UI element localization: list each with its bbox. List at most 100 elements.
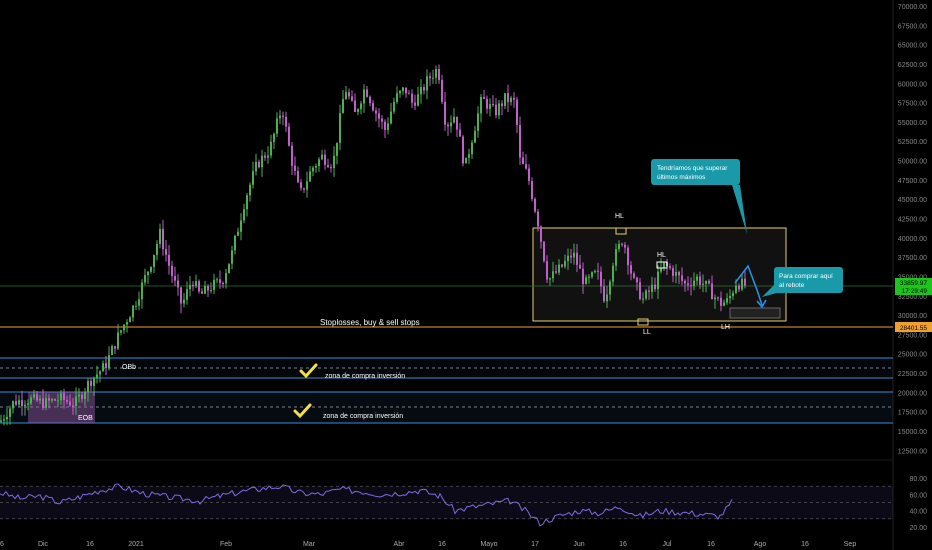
- candle-body: [186, 289, 188, 300]
- candle-body: [432, 77, 434, 79]
- price-tick-label: 45000.00: [898, 197, 927, 204]
- callout-box: [651, 159, 740, 185]
- price-tick-label: 55000.00: [898, 120, 927, 127]
- candle-body: [120, 330, 122, 333]
- price-tick-label: 42500.00: [898, 217, 927, 224]
- candle-body: [444, 101, 446, 125]
- candle-body: [144, 275, 146, 283]
- candle-body: [246, 195, 248, 210]
- candle-body: [153, 254, 155, 267]
- candle-body: [117, 332, 119, 349]
- candle-body: [396, 93, 398, 102]
- pivot-marker: [615, 227, 627, 235]
- candle-body: [723, 302, 725, 306]
- candle-body: [402, 87, 404, 91]
- price-tick-label: 30000.00: [898, 313, 927, 320]
- candle-body: [471, 142, 473, 155]
- candle-body: [405, 87, 407, 94]
- price-tick-label: 57500.00: [898, 101, 927, 108]
- candle-body: [660, 267, 662, 272]
- candle-body: [123, 324, 125, 331]
- price-tick-label: 52500.00: [898, 139, 927, 146]
- candle-body: [273, 133, 275, 142]
- candle-body: [375, 110, 377, 114]
- candle-body: [543, 241, 545, 262]
- candle-body: [615, 249, 617, 266]
- candle-body: [249, 184, 251, 196]
- time-axis[interactable]: 6 Dic 16 2021 Feb Mar Abr 16 Mayo 17 Jun 16 Jul 16 Ago…: [0, 541, 856, 548]
- candle-body: [516, 99, 518, 126]
- candle-body: [420, 87, 422, 95]
- candle-body: [459, 129, 461, 137]
- zone1-label: zona de compra inversión: [325, 373, 405, 380]
- time-tick-label: 16: [438, 541, 446, 548]
- candle-body: [147, 271, 149, 276]
- candle-body: [327, 164, 329, 168]
- candle-body: [165, 249, 167, 255]
- candle-body: [438, 69, 440, 81]
- candle-body: [348, 92, 350, 97]
- candle-body: [183, 299, 185, 304]
- candle-body: [75, 396, 77, 407]
- candle-body: [537, 211, 539, 227]
- candle-body: [195, 281, 197, 287]
- candle-body: [474, 130, 476, 143]
- candle-body: [78, 394, 80, 397]
- candle-body: [369, 96, 371, 104]
- candle-body: [321, 154, 323, 160]
- target-box: [729, 307, 781, 319]
- candle-body: [486, 98, 488, 109]
- candle-body: [288, 126, 290, 146]
- price-tick-label: 40000.00: [898, 236, 927, 243]
- candle-body: [294, 165, 296, 171]
- time-tick-label: Jul: [663, 541, 672, 548]
- candle-body: [3, 419, 5, 421]
- candle-body: [675, 271, 677, 276]
- candle-body: [99, 371, 101, 375]
- candle-body: [345, 92, 347, 100]
- candle-body: [735, 285, 737, 293]
- candle-body: [483, 97, 485, 99]
- candle-body: [648, 290, 650, 292]
- candle-body: [507, 93, 509, 103]
- candle-body: [330, 167, 332, 169]
- candle-body: [702, 283, 704, 285]
- candle-body: [414, 102, 416, 106]
- candle-body: [465, 157, 467, 164]
- time-tick-label: 16: [801, 541, 809, 548]
- price-tick-label: 27500.00: [898, 332, 927, 339]
- candle-body: [282, 115, 284, 117]
- candle-body: [426, 76, 428, 91]
- candle-body: [168, 254, 170, 266]
- candle-body: [30, 397, 32, 404]
- candle-body: [276, 118, 278, 134]
- time-tick-label: 16: [619, 541, 627, 548]
- candle-body: [639, 282, 641, 300]
- candle-body: [342, 99, 344, 114]
- candle-body: [84, 392, 86, 400]
- candle-body: [216, 279, 218, 281]
- candle-body: [45, 398, 47, 408]
- price-tick-label: 70000.00: [898, 4, 927, 11]
- candle-body: [255, 161, 257, 172]
- candle-body: [66, 400, 68, 402]
- price-tick-label: 67500.00: [898, 23, 927, 30]
- candle-body: [114, 346, 116, 349]
- candle-body: [324, 154, 326, 165]
- price-tick-label: 35000.00: [898, 274, 927, 281]
- callout-pointer: [762, 285, 780, 297]
- callout-text: últimos máximos: [657, 174, 706, 181]
- candle-body: [597, 270, 599, 272]
- hl-label: HL: [657, 252, 666, 259]
- price-axis[interactable]: 70000.00 67500.00 65000.00 62500.00 60000.00…: [895, 4, 932, 455]
- candle-body: [96, 374, 98, 378]
- candle-body: [333, 155, 335, 169]
- price-tick-label: 12500.00: [898, 448, 927, 455]
- candle-body: [267, 155, 269, 158]
- candle-body: [540, 226, 542, 242]
- price-tick-label: 32500.00: [898, 294, 927, 301]
- candle-body: [585, 277, 587, 285]
- candle-body: [699, 276, 701, 285]
- candle-body: [591, 272, 593, 277]
